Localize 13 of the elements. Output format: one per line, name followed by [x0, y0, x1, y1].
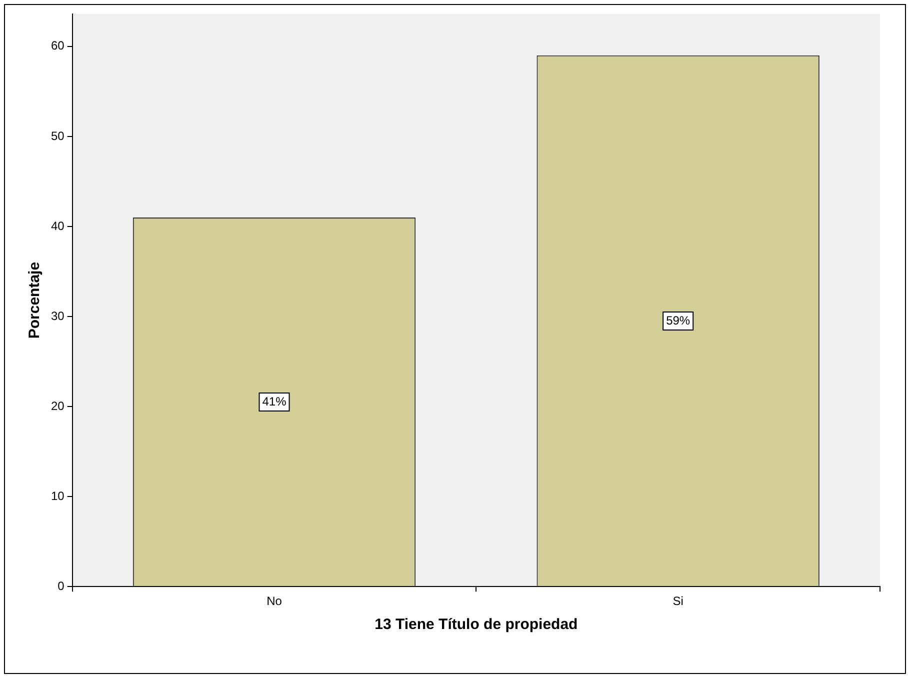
y-tick-label: 0 [58, 578, 65, 593]
y-tick-label: 60 [50, 38, 65, 53]
y-tick-label: 10 [50, 488, 65, 503]
y-tick-label: 30 [50, 308, 65, 323]
data-label: 41% [262, 394, 287, 408]
y-tick-label: 20 [50, 398, 65, 413]
x-tick-label: Si [672, 594, 684, 608]
x-tick-label: No [266, 594, 282, 608]
x-axis-title: 13 Tiene Título de propiedad [374, 616, 578, 634]
y-tick-label: 50 [50, 128, 65, 143]
y-axis-title: Porcentaje [26, 262, 44, 339]
y-tick-label: 40 [50, 218, 65, 233]
data-label: 59% [666, 313, 690, 328]
